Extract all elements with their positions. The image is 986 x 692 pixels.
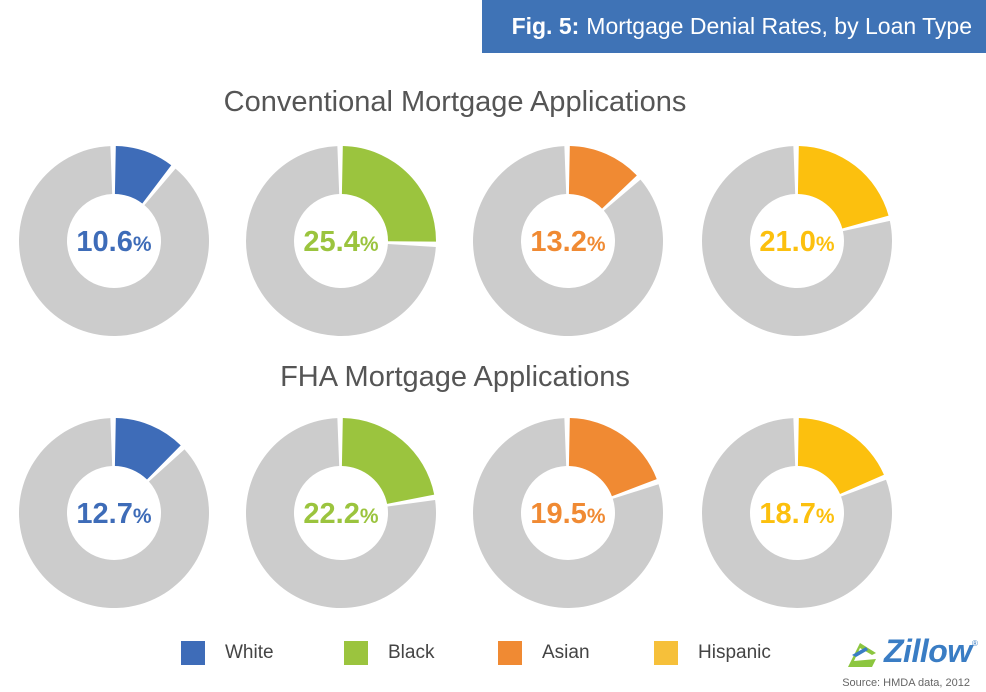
donut-remainder-1-black	[246, 418, 437, 609]
legend-swatch-asian	[498, 641, 522, 665]
legend-item-black: Black	[344, 640, 434, 666]
data-label-1-black: 22.2%	[303, 498, 378, 530]
data-label-0-white: 10.6%	[76, 226, 151, 258]
data-label-1-white: 12.7%	[76, 498, 151, 530]
donut-remainder-1-asian	[472, 418, 663, 608]
donut-remainder-1-hispanic	[702, 418, 892, 608]
donut-slice-1-hispanic	[797, 418, 884, 495]
legend-label-black: Black	[388, 642, 435, 663]
zillow-logo-text: Zillow	[884, 633, 972, 669]
legend-label-white: White	[225, 642, 274, 663]
donut-slice-1-white	[114, 418, 181, 480]
donut-slice-0-asian	[568, 146, 637, 209]
figure-number: Fig. 5:	[511, 13, 580, 39]
zillow-registered-mark: ®	[972, 639, 978, 648]
data-label-0-black: 25.4%	[303, 226, 378, 258]
source-note: Source: HMDA data, 2012	[842, 677, 970, 689]
data-label-1-asian: 19.5%	[530, 498, 605, 530]
legend-swatch-black	[344, 641, 368, 665]
donut-remainder-0-hispanic	[702, 146, 892, 337]
donut-slice-1-black	[341, 418, 435, 504]
donut-remainder-0-asian	[473, 146, 663, 336]
figure-banner: Fig. 5: Mortgage Denial Rates, by Loan T…	[482, 0, 986, 53]
donut-remainder-1-white	[19, 418, 210, 608]
legend-item-asian: Asian	[498, 640, 590, 666]
legend-item-hispanic: Hispanic	[654, 640, 771, 666]
donut-slice-1-asian	[568, 418, 657, 497]
legend-swatch-white	[181, 641, 205, 665]
fha-chart-title: FHA Mortgage Applications	[280, 361, 630, 393]
donut-slice-0-white	[114, 146, 172, 204]
zillow-house-icon	[848, 643, 876, 667]
donut-slice-0-black	[341, 146, 437, 242]
conventional-chart-title: Conventional Mortgage Applications	[223, 86, 687, 118]
legend-item-white: White	[181, 640, 274, 666]
data-label-0-hispanic: 21.0%	[759, 226, 834, 258]
donut-slice-0-hispanic	[797, 146, 889, 229]
donut-remainder-0-black	[246, 146, 436, 336]
data-label-0-asian: 13.2%	[530, 226, 605, 258]
donut-remainder-0-white	[19, 146, 210, 336]
legend-label-hispanic: Hispanic	[698, 642, 771, 663]
legend-label-asian: Asian	[542, 642, 590, 663]
figure-title: Mortgage Denial Rates, by Loan Type	[586, 13, 972, 39]
legend-swatch-hispanic	[654, 641, 678, 665]
data-label-1-hispanic: 18.7%	[759, 498, 834, 530]
